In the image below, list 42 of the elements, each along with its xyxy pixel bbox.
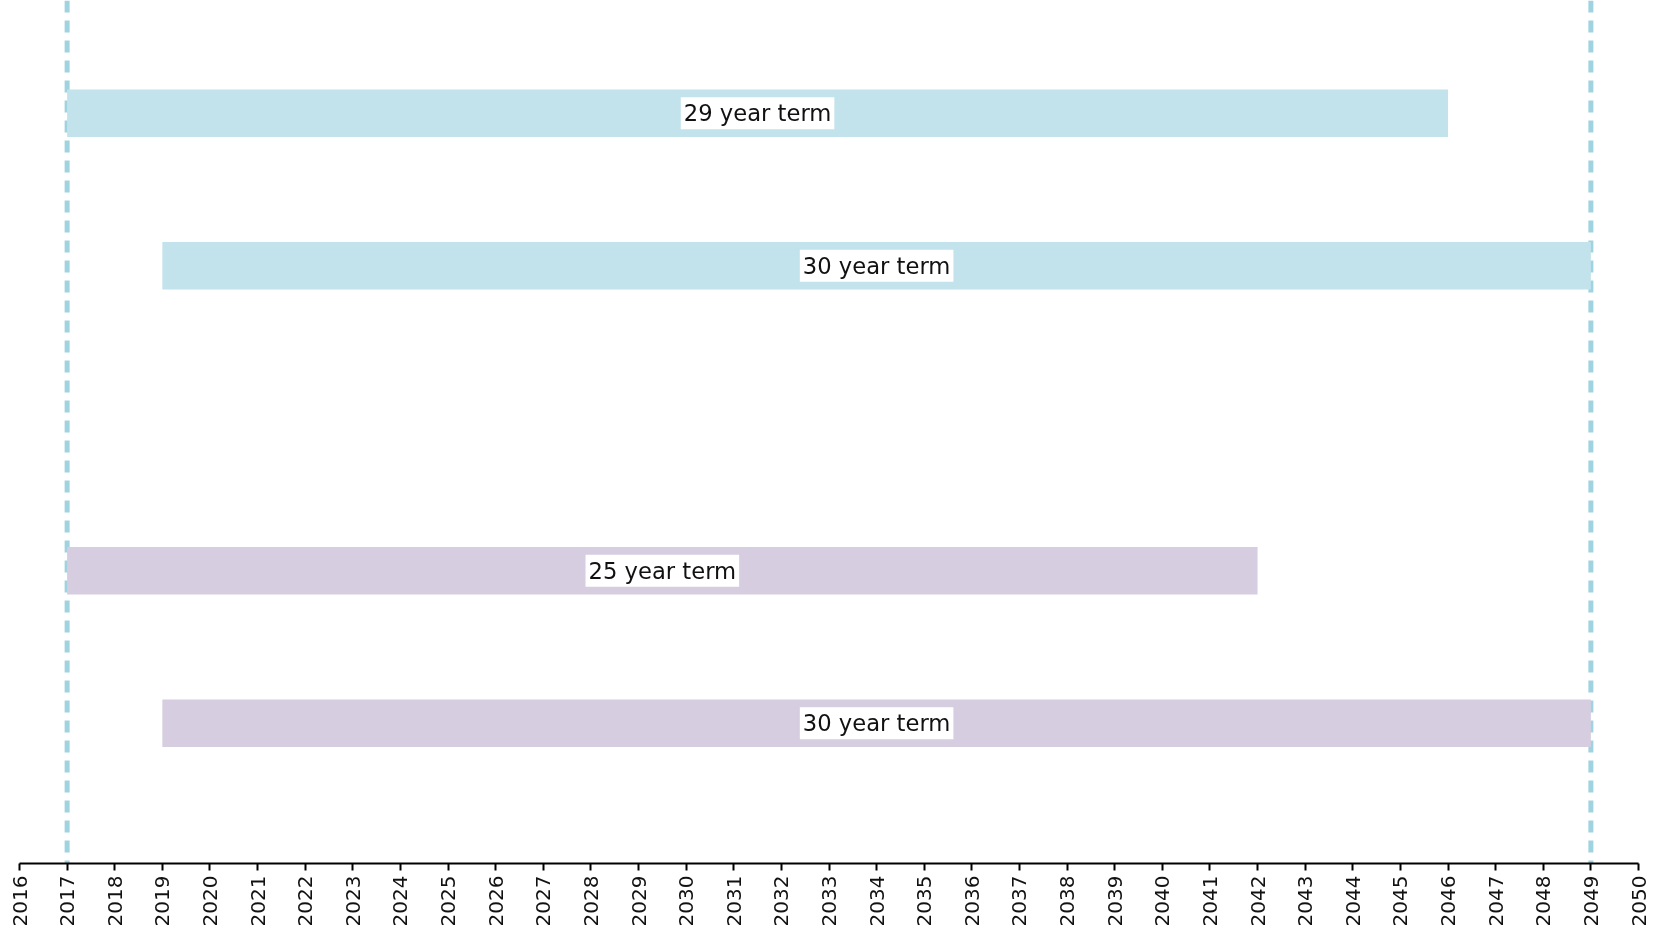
x-tick-label: 2041 xyxy=(1197,875,1222,927)
data-label: 30 year term xyxy=(802,710,951,737)
data-label: 25 year term xyxy=(588,557,737,584)
x-tick-label: 2045 xyxy=(1388,875,1413,927)
x-tick-label: 2038 xyxy=(1055,875,1080,927)
bar xyxy=(162,699,1591,748)
data-label: 30 year term xyxy=(802,252,951,279)
x-tick-label: 2040 xyxy=(1150,875,1175,927)
x-tick-label: 2046 xyxy=(1436,875,1461,927)
data-label: 29 year term xyxy=(683,100,832,127)
x-tick-label: 2020 xyxy=(197,875,222,927)
x-tick-label: 2048 xyxy=(1531,875,1556,927)
x-tick-label: 2029 xyxy=(626,875,651,927)
x-tick-label: 2036 xyxy=(959,875,984,927)
x-tick-label: 2022 xyxy=(293,875,318,927)
x-tick-label: 2050 xyxy=(1626,875,1651,927)
x-tick-label: 2024 xyxy=(388,875,413,927)
x-tick-label: 2016 xyxy=(7,875,32,927)
x-tick-label: 2026 xyxy=(483,875,508,927)
x-tick-label: 2031 xyxy=(721,875,746,927)
x-tick-label: 2021 xyxy=(245,875,270,927)
x-tick-label: 2028 xyxy=(578,875,603,927)
x-tick-label: 2042 xyxy=(1245,875,1270,927)
x-tick-label: 2049 xyxy=(1578,875,1603,927)
x-tick-label: 2035 xyxy=(912,875,937,927)
x-tick-label: 2027 xyxy=(531,875,556,927)
x-tick-label: 2034 xyxy=(864,875,889,927)
x-tick-label: 2032 xyxy=(769,875,794,927)
bar xyxy=(162,242,1591,290)
x-tick-label: 2047 xyxy=(1483,875,1508,927)
x-tick-label: 2037 xyxy=(1007,875,1032,927)
x-tick-label: 2017 xyxy=(55,875,80,927)
x-tick-label: 2039 xyxy=(1102,875,1127,927)
x-tick-label: 2018 xyxy=(102,875,127,927)
x-tick-label: 2019 xyxy=(150,875,175,927)
x-tick-label: 2043 xyxy=(1293,875,1318,927)
x-tick-label: 2025 xyxy=(436,875,461,927)
bar xyxy=(67,89,1449,138)
x-tick-label: 2033 xyxy=(817,875,841,927)
x-tick-label: 2023 xyxy=(340,875,365,927)
x-tick-label: 2044 xyxy=(1340,875,1365,927)
x-tick-label: 2030 xyxy=(674,875,699,927)
